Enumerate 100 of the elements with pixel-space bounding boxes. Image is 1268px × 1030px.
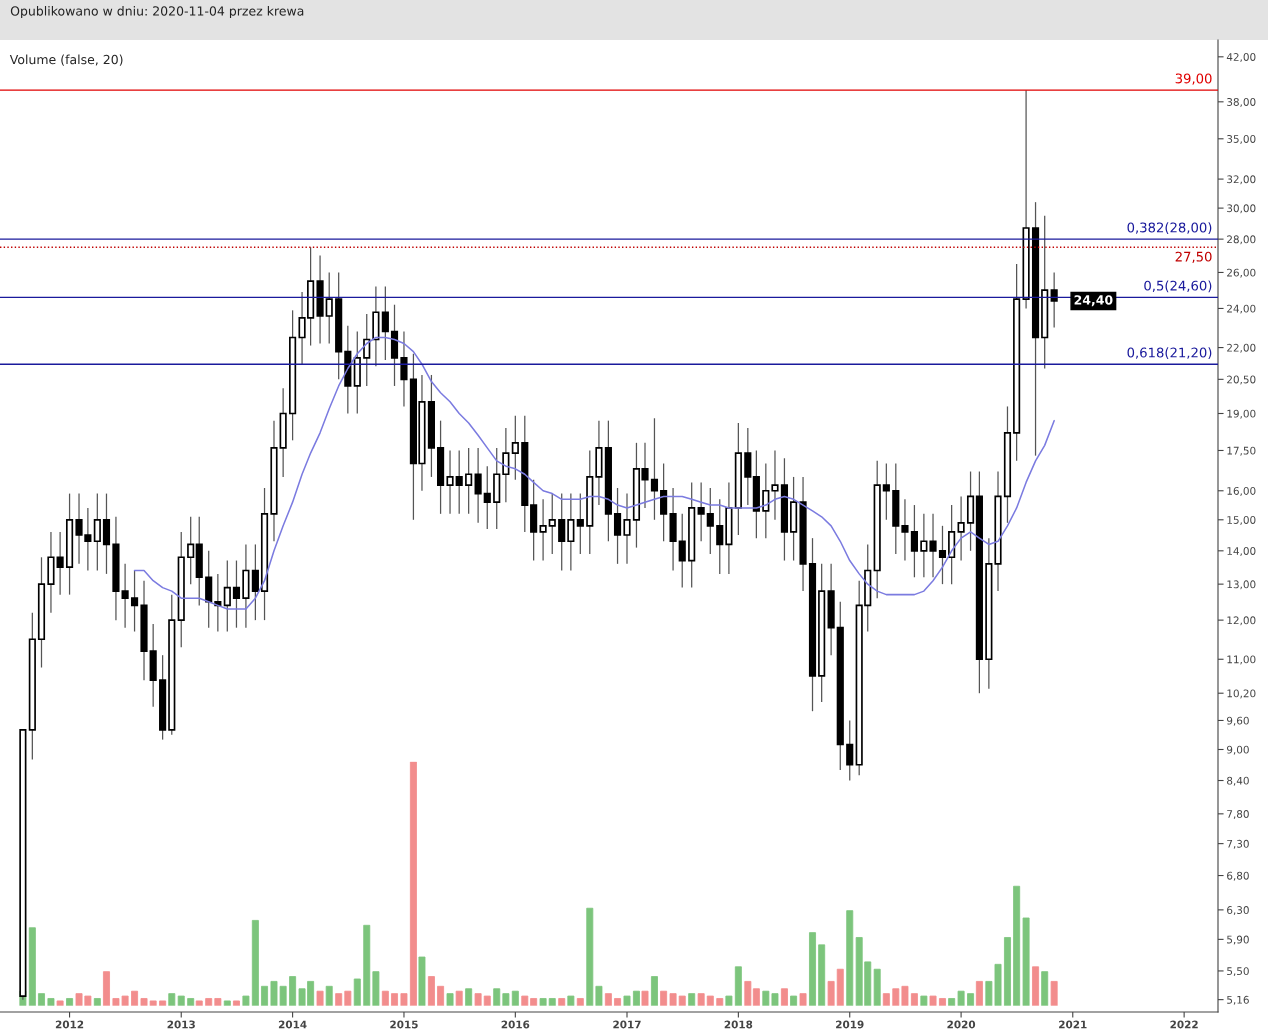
y-tick-label: 19,00 bbox=[1227, 409, 1256, 419]
candlestick bbox=[678, 513, 686, 589]
y-tick-label: 6,80 bbox=[1227, 871, 1249, 881]
bar bbox=[539, 998, 547, 1006]
candlestick bbox=[567, 492, 575, 572]
bar bbox=[790, 995, 798, 1006]
bar bbox=[558, 998, 566, 1006]
bar bbox=[205, 998, 213, 1006]
bar bbox=[325, 985, 333, 1006]
bar bbox=[586, 907, 594, 1006]
bar bbox=[595, 985, 603, 1006]
bar bbox=[232, 1000, 240, 1006]
bar bbox=[66, 998, 74, 1006]
candlestick bbox=[910, 504, 918, 578]
y-tick-label: 13,00 bbox=[1227, 580, 1256, 590]
candlestick bbox=[650, 417, 659, 521]
candlestick bbox=[901, 498, 909, 562]
bar bbox=[1022, 917, 1030, 1006]
bar bbox=[697, 993, 705, 1006]
bar bbox=[799, 993, 807, 1006]
bar bbox=[511, 990, 519, 1006]
bar bbox=[623, 995, 631, 1006]
x-tick-label: 2021 bbox=[1059, 1020, 1087, 1029]
bar bbox=[483, 995, 491, 1006]
bar bbox=[604, 993, 612, 1006]
bar bbox=[1013, 885, 1021, 1006]
candlestick bbox=[920, 513, 928, 578]
y-tick-label: 38,00 bbox=[1227, 98, 1256, 107]
y-tick-label: 5,90 bbox=[1227, 935, 1249, 945]
bar bbox=[734, 966, 742, 1006]
bar bbox=[251, 920, 259, 1006]
candlestick bbox=[846, 719, 854, 782]
ref-line-label: 39,00 bbox=[1175, 73, 1212, 85]
bar bbox=[335, 993, 343, 1006]
candlestick bbox=[706, 487, 714, 555]
candlestick bbox=[232, 559, 241, 629]
y-tick-label: 9,60 bbox=[1226, 716, 1249, 726]
bar bbox=[168, 993, 176, 1006]
candlestick bbox=[130, 569, 139, 633]
y-tick-label: 9,00 bbox=[1226, 745, 1249, 755]
bar bbox=[873, 968, 881, 1006]
bar bbox=[427, 976, 435, 1006]
bar bbox=[409, 761, 417, 1006]
line-series bbox=[133, 336, 1055, 610]
bar bbox=[548, 998, 556, 1006]
candlestick bbox=[548, 492, 556, 555]
bar bbox=[47, 998, 55, 1006]
y-tick-label: 30,00 bbox=[1227, 204, 1256, 214]
y-tick-label: 26,00 bbox=[1227, 268, 1256, 278]
candlestick bbox=[613, 487, 622, 565]
x-tick-label: 2015 bbox=[390, 1020, 418, 1029]
candlestick bbox=[223, 559, 231, 633]
candlestick bbox=[381, 285, 389, 361]
candlestick bbox=[938, 525, 947, 585]
ref-line-label: 0,5(24,60) bbox=[1144, 280, 1212, 293]
x-tick-label: 2019 bbox=[836, 1020, 864, 1029]
x-tick-label: 2012 bbox=[55, 1020, 84, 1029]
y-tick-label: 5,50 bbox=[1227, 967, 1249, 977]
candlestick bbox=[576, 492, 584, 555]
bar bbox=[576, 998, 584, 1006]
bar bbox=[131, 990, 139, 1006]
bar bbox=[261, 985, 268, 1006]
y-tick-label: 14,00 bbox=[1227, 547, 1256, 556]
chart-title: Opublikowano w dniu: 2020-11-04 przez krewa bbox=[10, 6, 304, 19]
bar bbox=[474, 993, 482, 1006]
bar bbox=[920, 995, 928, 1006]
candlestick bbox=[771, 449, 779, 521]
bar bbox=[502, 993, 510, 1006]
bar bbox=[372, 971, 380, 1006]
candlestick bbox=[716, 498, 724, 575]
bar bbox=[195, 1000, 203, 1006]
ref-line-label: 0,618(21,20) bbox=[1127, 347, 1212, 360]
candlestick bbox=[882, 462, 890, 521]
bar bbox=[1032, 966, 1040, 1006]
bar bbox=[177, 995, 185, 1006]
bar bbox=[159, 1000, 167, 1006]
y-tick-label: 22,00 bbox=[1227, 343, 1256, 353]
bar bbox=[493, 988, 501, 1006]
bar bbox=[103, 971, 110, 1006]
x-tick-label: 2016 bbox=[501, 1020, 530, 1029]
candlestick bbox=[251, 543, 259, 621]
bar bbox=[391, 993, 398, 1006]
candlestick bbox=[558, 492, 566, 572]
candlestick bbox=[483, 465, 491, 530]
bar bbox=[660, 990, 668, 1006]
bar bbox=[446, 993, 454, 1006]
bar bbox=[809, 932, 816, 1006]
bar bbox=[363, 924, 371, 1006]
candlestick bbox=[1050, 271, 1058, 329]
bar bbox=[567, 995, 575, 1006]
y-tick-label: 6,30 bbox=[1227, 906, 1249, 916]
bar bbox=[967, 993, 975, 1006]
bar bbox=[678, 995, 686, 1006]
y-tick-label: 24,00 bbox=[1227, 304, 1256, 314]
y-tick-label: 8,40 bbox=[1227, 776, 1249, 786]
bar bbox=[530, 998, 538, 1006]
bar bbox=[688, 993, 696, 1006]
candlestick bbox=[400, 330, 408, 408]
y-tick-label: 35,00 bbox=[1227, 135, 1256, 144]
candlestick bbox=[623, 492, 631, 565]
